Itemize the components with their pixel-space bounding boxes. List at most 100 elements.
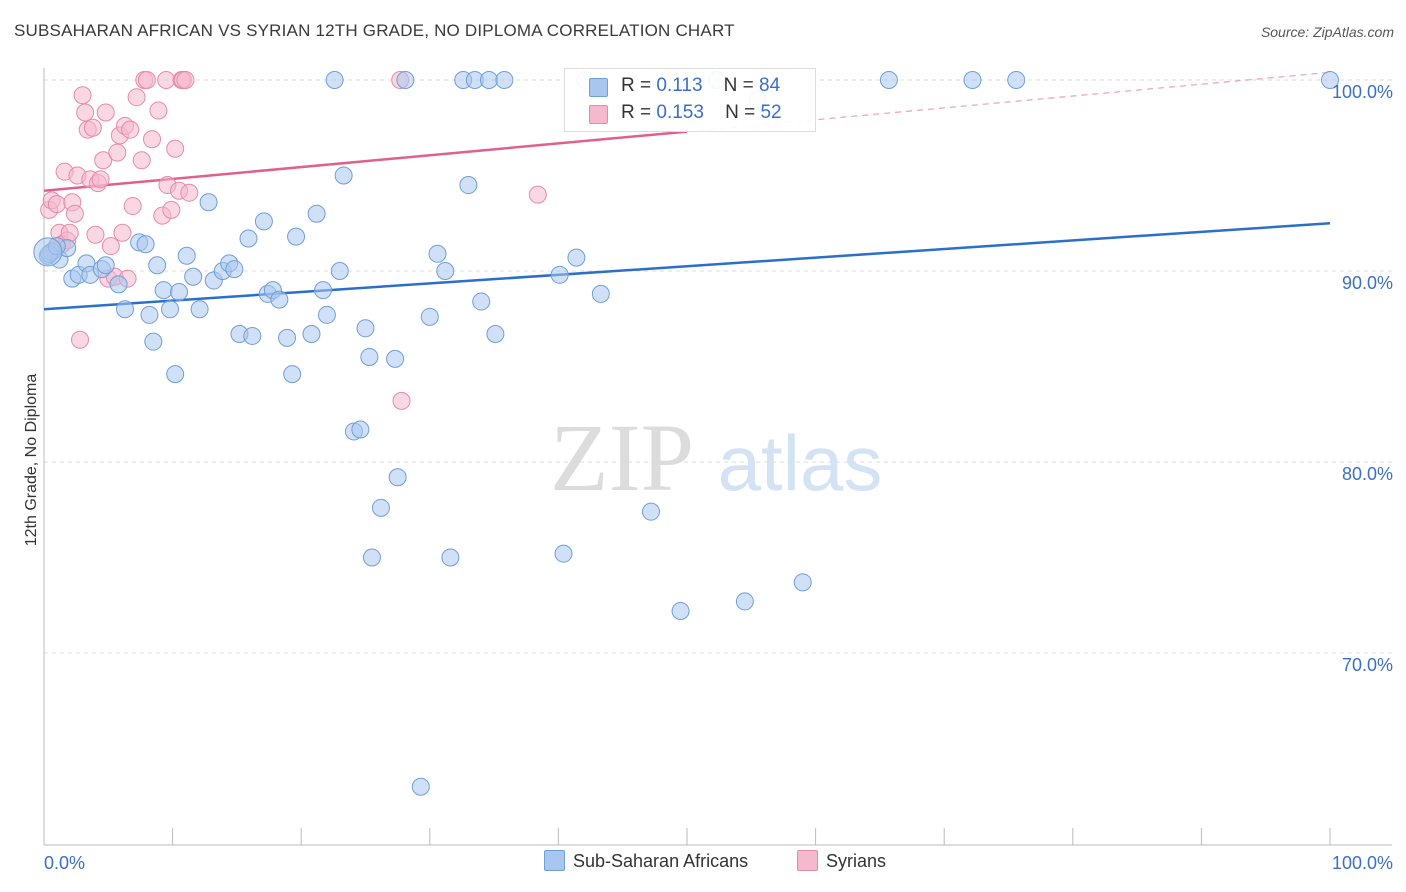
point-subsaharan [33,237,63,267]
point-syrian [91,170,110,189]
y-tick-label: 80.0% [1342,464,1393,484]
legend-row-subsaharan: R = 0.113 N = 84 [565,74,815,100]
legend-label: Sub-Saharan Africans [573,851,749,871]
n-label: N = [725,102,756,123]
point-subsaharan [199,193,218,212]
chart-title: SUBSAHARAN AFRICAN VS SYRIAN 12TH GRADE,… [14,21,735,40]
point-subsaharan [735,592,754,611]
point-subsaharan [136,235,155,254]
point-syrian [113,223,132,242]
legend-item-subsaharan: Sub-Saharan Africans [544,850,748,872]
data-points [33,71,1339,796]
point-subsaharan [116,300,135,319]
point-subsaharan [1321,71,1339,89]
point-subsaharan [963,71,982,89]
point-subsaharan [396,71,415,89]
n-value: 84 [759,75,781,96]
point-subsaharan [486,325,505,344]
point-subsaharan [325,71,344,89]
point-subsaharan [254,212,273,231]
point-subsaharan [225,260,244,279]
point-subsaharan [96,256,115,275]
point-syrian [60,223,79,242]
point-subsaharan [140,305,159,324]
point-syrian [149,101,168,120]
trend-line-syrians [43,130,688,193]
y-tick-label: 70.0% [1342,655,1393,675]
point-subsaharan [148,256,167,275]
point-subsaharan [302,325,321,344]
point-syrian [76,103,95,122]
point-subsaharan [243,326,262,345]
point-subsaharan [479,71,498,89]
point-subsaharan [472,292,491,311]
point-syrian [65,204,84,223]
point-syrian [121,120,140,139]
point-syrian [123,197,142,216]
point-syrian [132,151,151,170]
point-subsaharan [351,420,370,439]
point-subsaharan [190,300,209,319]
point-subsaharan [317,305,336,324]
n-value: 52 [760,102,782,123]
x-tick-label: 100.0% [1332,853,1393,873]
stats-legend: R = 0.113 N = 84 R = 0.153 N = 52 [564,68,816,132]
point-syrian [86,225,105,244]
point-subsaharan [436,262,455,280]
point-subsaharan [283,365,302,384]
trend-line-subsaharan [43,222,1331,311]
legend-row-syrians: R = 0.153 N = 52 [565,101,815,127]
point-subsaharan [641,502,660,521]
trend-line-syrians-extension [686,71,1331,133]
point-subsaharan [170,283,189,302]
point-syrian [101,237,120,256]
point-syrian [71,330,90,349]
watermark-atlas: atlas [718,419,883,507]
gridlines [44,79,1392,654]
y-tick-labels: 70.0% 80.0% 90.0% 100.0% [1332,82,1393,675]
point-subsaharan [793,573,812,592]
axes [43,68,1392,846]
point-syrian [83,118,102,137]
point-subsaharan [109,275,128,294]
point-subsaharan [671,601,690,620]
point-syrian [176,71,195,89]
point-syrian [47,195,66,214]
point-subsaharan [567,248,586,267]
point-subsaharan [307,204,326,223]
point-subsaharan [554,544,573,563]
r-value: 0.113 [656,75,703,96]
r-value: 0.153 [656,102,704,123]
point-subsaharan [495,71,514,89]
legend-swatch-blue [589,78,608,97]
legend-item-syrians: Syrians [797,850,886,872]
point-syrian [528,185,547,204]
point-syrian [392,391,411,410]
point-subsaharan [270,290,289,309]
point-syrian [127,88,146,107]
point-subsaharan [550,265,569,284]
point-subsaharan [371,498,390,517]
point-subsaharan [334,166,353,185]
point-subsaharan [161,300,180,319]
point-subsaharan [330,262,349,280]
point-subsaharan [360,347,379,366]
point-subsaharan [388,468,407,487]
point-syrian [166,139,185,158]
legend-label: Syrians [826,851,887,871]
watermark-zip: ZIP [550,404,694,511]
source-label: Source: ZipAtlas.com [1260,24,1394,40]
trend-lines [43,71,1331,311]
point-syrian [73,86,92,105]
point-subsaharan [459,176,478,195]
point-syrian [157,71,176,89]
point-subsaharan [144,332,163,351]
legend-swatch-pink [589,105,608,124]
point-syrian [94,151,113,170]
r-label: R = [621,75,652,96]
point-subsaharan [362,548,381,567]
y-tick-label: 100.0% [1332,82,1393,102]
legend-swatch-pink [797,850,818,871]
point-syrian [143,130,162,149]
